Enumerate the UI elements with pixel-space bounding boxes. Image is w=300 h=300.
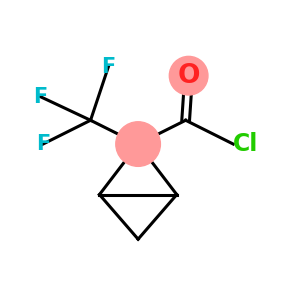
Circle shape (116, 122, 160, 166)
Text: F: F (101, 57, 116, 77)
Circle shape (169, 56, 208, 95)
Text: O: O (177, 63, 200, 89)
Text: F: F (36, 134, 50, 154)
Text: F: F (33, 86, 47, 106)
Text: Cl: Cl (233, 132, 259, 156)
